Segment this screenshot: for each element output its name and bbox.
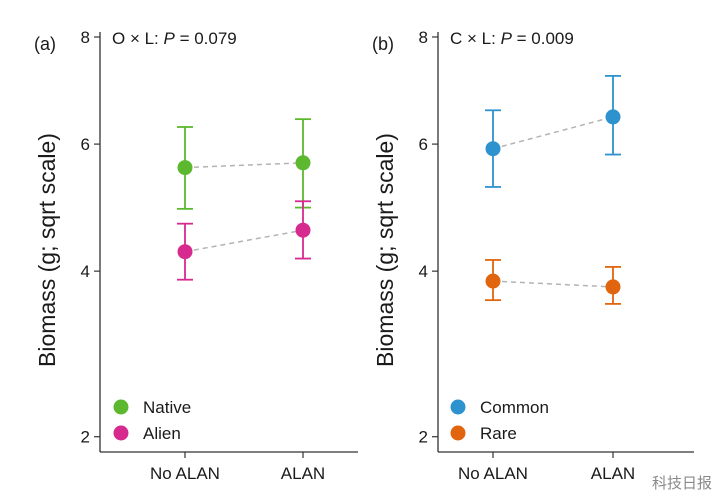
annotation-value: = 0.009 xyxy=(512,29,574,48)
y-axis-label: Biomass (g; sqrt scale) xyxy=(372,133,398,367)
annotation-prefix: O × L: xyxy=(112,29,164,48)
y-tick-label: 2 xyxy=(419,428,428,447)
y-tick-label: 4 xyxy=(81,262,90,281)
data-point xyxy=(295,222,311,238)
x-tick-label: No ALAN xyxy=(458,464,528,483)
annotation-p: P xyxy=(164,29,176,48)
series-common xyxy=(485,75,621,188)
y-tick-label: 6 xyxy=(81,135,90,154)
annotation-prefix: C × L: xyxy=(450,29,501,48)
legend-label: Common xyxy=(480,398,549,417)
watermark-text: 科技日报 xyxy=(652,475,712,492)
data-point xyxy=(177,160,193,176)
y-tick-label: 6 xyxy=(419,135,428,154)
interaction-annotation: O × L: P = 0.079 xyxy=(112,29,237,48)
data-point xyxy=(485,273,501,289)
series-connector-line xyxy=(184,162,304,169)
annotation-value: = 0.079 xyxy=(175,29,237,48)
x-tick-label: ALAN xyxy=(281,464,325,483)
legend-marker xyxy=(450,425,466,441)
panel-a: 2 4 6 8 No ALAN ALAN Biomass (g; sqrt scale) (a… xyxy=(34,28,358,483)
legend-marker xyxy=(113,425,129,441)
panel-label: (a) xyxy=(34,34,56,54)
series-alien xyxy=(177,200,311,281)
y-tick-label: 4 xyxy=(419,262,428,281)
legend-label: Native xyxy=(143,398,191,417)
x-tick-label: No ALAN xyxy=(150,464,220,483)
y-axis-label: Biomass (g; sqrt scale) xyxy=(34,133,60,367)
interaction-annotation: C × L: P = 0.009 xyxy=(450,29,574,48)
panel-label: (b) xyxy=(372,34,394,54)
data-point xyxy=(605,279,621,295)
annotation-p: P xyxy=(501,29,513,48)
data-point xyxy=(177,244,193,260)
y-tick-label: 8 xyxy=(81,28,90,47)
x-tick-label: ALAN xyxy=(591,464,635,483)
y-tick-label: 8 xyxy=(419,28,428,47)
data-point xyxy=(605,109,621,125)
panel-b: 2 4 6 8 No ALAN ALAN Biomass (g; sqrt scale) (b… xyxy=(372,28,694,483)
y-tick-label: 2 xyxy=(81,428,90,447)
series-connector-line xyxy=(184,229,304,253)
legend-marker xyxy=(450,399,466,415)
data-point xyxy=(295,155,311,171)
legend-label: Alien xyxy=(143,424,181,443)
data-point xyxy=(485,141,501,157)
legend-label: Rare xyxy=(480,424,517,443)
series-connector-line xyxy=(492,280,614,288)
series-native xyxy=(177,118,311,210)
series-connector-line xyxy=(492,116,614,150)
series-rare xyxy=(485,259,621,305)
legend-marker xyxy=(113,399,129,415)
